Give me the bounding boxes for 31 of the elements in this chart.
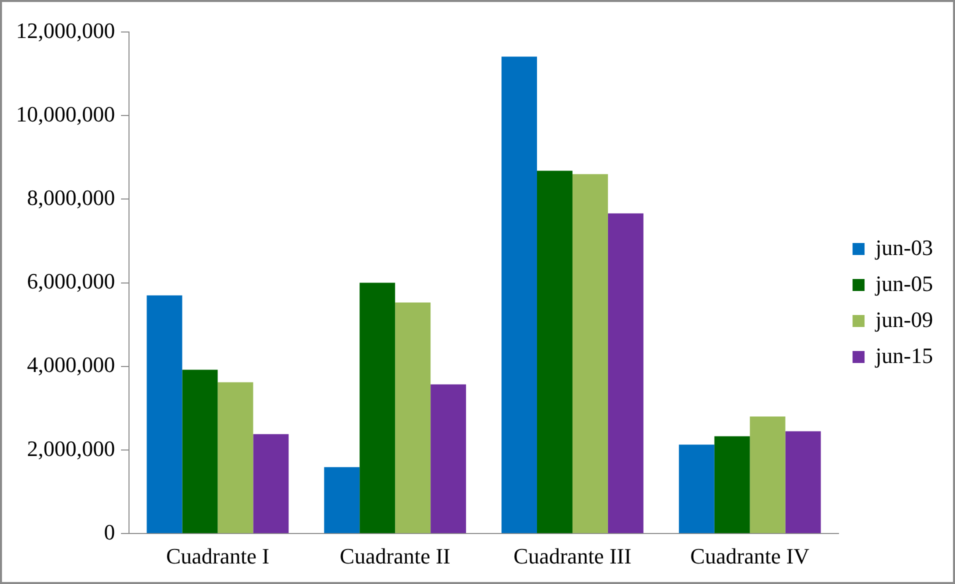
bar bbox=[324, 467, 360, 534]
bar bbox=[253, 434, 289, 534]
y-tick-label: 12,000,000 bbox=[16, 18, 115, 43]
bar bbox=[678, 444, 714, 534]
bar bbox=[572, 174, 608, 534]
y-tick-label: 6,000,000 bbox=[27, 268, 115, 294]
y-tick-label: 0 bbox=[104, 519, 115, 544]
legend-label: jun-03 bbox=[874, 234, 934, 260]
y-tick-label: 4,000,000 bbox=[27, 352, 115, 378]
bar bbox=[146, 295, 182, 534]
legend-label: jun-05 bbox=[874, 270, 934, 296]
x-tick-label: Cuadrante III bbox=[514, 544, 632, 569]
y-tick-label: 8,000,000 bbox=[27, 184, 115, 210]
y-tick-label: 2,000,000 bbox=[27, 436, 115, 461]
bar bbox=[430, 384, 466, 534]
bar bbox=[360, 282, 396, 534]
bar bbox=[608, 213, 644, 534]
bar bbox=[714, 436, 750, 534]
bar bbox=[502, 56, 537, 534]
bar bbox=[750, 416, 786, 534]
bar bbox=[182, 370, 218, 534]
bar bbox=[218, 382, 254, 534]
legend-label: jun-15 bbox=[874, 342, 934, 368]
x-tick-label: Cuadrante IV bbox=[690, 544, 810, 569]
bar bbox=[395, 302, 431, 534]
x-tick-label: Cuadrante I bbox=[166, 544, 270, 569]
legend-label: jun-09 bbox=[874, 306, 934, 332]
bar bbox=[785, 431, 821, 534]
y-tick-label: 10,000,000 bbox=[16, 101, 115, 126]
x-tick-label: Cuadrante II bbox=[340, 544, 450, 569]
bar bbox=[537, 170, 572, 534]
